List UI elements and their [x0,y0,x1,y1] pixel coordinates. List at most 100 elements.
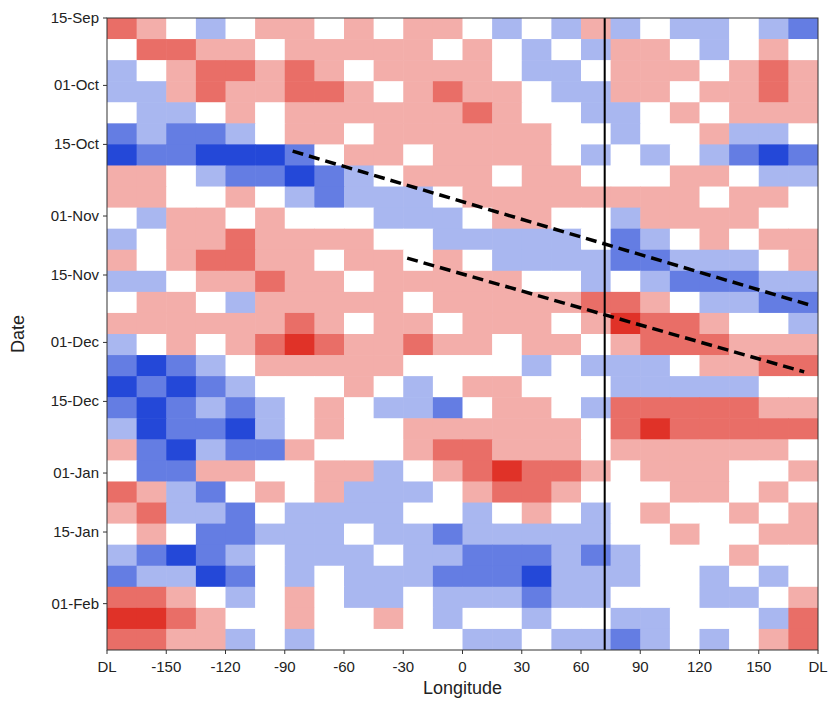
heatmap-cell [700,18,730,40]
heatmap-cell [522,524,552,546]
heatmap-cell [729,439,759,461]
heatmap-cell [551,229,581,251]
heatmap-cell [640,334,670,356]
heatmap-cell [463,460,493,482]
heatmap-cell [374,587,404,609]
heatmap-cell [403,292,433,314]
heatmap-cell [107,481,137,503]
heatmap-cell [344,208,374,230]
heatmap-cell [551,566,581,588]
heatmap-cell [700,165,730,187]
vertical-line [604,18,606,650]
heatmap-cell [788,313,818,335]
heatmap-cell [226,608,256,630]
heatmap-cell [374,376,404,398]
heatmap-cell [433,292,463,314]
heatmap-cell [137,481,167,503]
heatmap-cell [196,165,226,187]
heatmap-cell [314,250,344,272]
heatmap-cell [640,524,670,546]
y-tick [103,603,107,604]
heatmap-cell [759,39,789,61]
heatmap-cell [522,481,552,503]
heatmap-cell [137,102,167,124]
heatmap-cell [196,102,226,124]
heatmap-cell [492,81,522,103]
heatmap-cell [670,545,700,567]
heatmap-cell [581,81,611,103]
heatmap-cell [344,439,374,461]
heatmap-cell [551,460,581,482]
heatmap-cell [581,292,611,314]
heatmap-cell [255,39,285,61]
heatmap-cell [403,608,433,630]
x-tick-label: 60 [573,658,590,675]
heatmap-cell [344,545,374,567]
heatmap-cell [522,144,552,166]
heatmap-cell [700,208,730,230]
heatmap-cell [255,187,285,209]
heatmap-cell [463,566,493,588]
heatmap-cell [640,460,670,482]
heatmap-cell [640,165,670,187]
heatmap-cell [700,439,730,461]
heatmap-cell [403,397,433,419]
heatmap-cell [729,608,759,630]
heatmap-cell [196,545,226,567]
y-tick-label: 01-Jan [53,464,99,481]
heatmap-cell [285,334,315,356]
heatmap-cell [433,144,463,166]
heatmap-cell [522,439,552,461]
heatmap-cell [640,313,670,335]
heatmap-cell [492,334,522,356]
heatmap-cell [226,566,256,588]
heatmap-cell [759,250,789,272]
heatmap-cell [551,271,581,293]
heatmap-cell [522,566,552,588]
heatmap-cell [611,271,641,293]
heatmap-cell [374,313,404,335]
y-axis: 15-Sep01-Oct15-Oct01-Nov15-Nov01-Dec15-D… [51,9,107,612]
heatmap-cell [314,229,344,251]
heatmap-cell [166,334,196,356]
heatmap-cell [729,503,759,525]
x-tick [344,650,345,654]
heatmap-cell [433,165,463,187]
heatmap-cell [226,187,256,209]
heatmap-cell [788,250,818,272]
heatmap-cell [433,587,463,609]
heatmap-cell [670,587,700,609]
x-tick [699,650,700,654]
heatmap-cell [729,481,759,503]
heatmap-cell [522,18,552,40]
heatmap-cell [640,144,670,166]
heatmap-cell [403,376,433,398]
heatmap-cell [581,271,611,293]
heatmap-cell [107,524,137,546]
heatmap-cell [107,587,137,609]
heatmap-cell [463,587,493,609]
heatmap-cell [729,629,759,650]
heatmap-cell [137,460,167,482]
heatmap-cell [314,629,344,650]
heatmap-cell [640,481,670,503]
heatmap-cell [759,503,789,525]
heatmap-cell [551,81,581,103]
heatmap-cell [492,418,522,440]
heatmap-cell [640,545,670,567]
heatmap-cell [522,165,552,187]
heatmap-cell [255,229,285,251]
heatmap-cell [611,545,641,567]
heatmap-cell [700,566,730,588]
heatmap-cell [107,229,137,251]
heatmap-cell [374,481,404,503]
heatmap-cell [433,18,463,40]
heatmap-cell [759,608,789,630]
heatmap-cell [463,102,493,124]
heatmap-cell [196,250,226,272]
heatmap-cell [374,397,404,419]
heatmap-cell [700,81,730,103]
heatmap-cell [463,123,493,145]
heatmap-cell [196,60,226,82]
heatmap-cell [492,165,522,187]
